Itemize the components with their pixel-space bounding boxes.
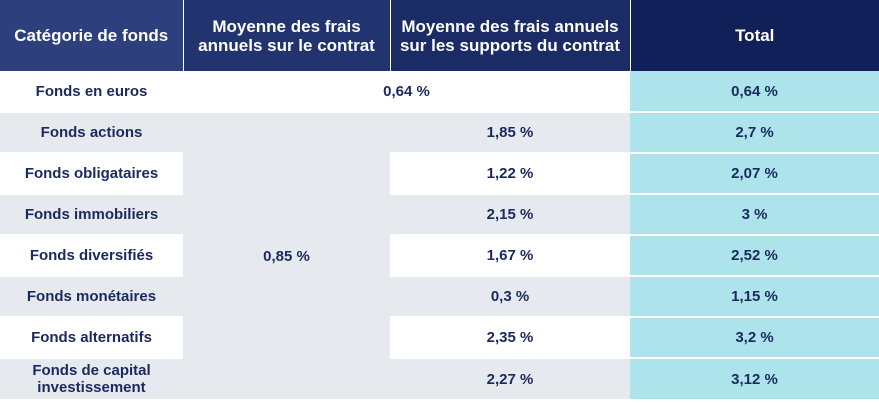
row-category: Fonds actions	[0, 111, 183, 153]
table-row: Fonds actions 0,85 % 1,85 % 2,7 %	[0, 111, 879, 399]
row-support-fee: 2,15 %	[390, 193, 630, 235]
row-support-fee: 1,22 %	[390, 152, 630, 194]
row-total: 2,52 %	[630, 234, 879, 276]
row-support-fee: 1,67 %	[390, 234, 630, 276]
contract-fee-merged: 0,85 %	[183, 111, 390, 399]
header-support-fees: Moyenne des frais annuels sur les suppor…	[390, 0, 631, 71]
table-row: Fonds diversifiés 1,67 % 2,52 %	[0, 234, 879, 276]
table-row: Fonds en euros 0,64 % 0,64 %	[0, 71, 879, 112]
row-total: 0,64 %	[630, 71, 879, 112]
row-total: 3 %	[630, 193, 879, 235]
row-total: 3,2 %	[630, 316, 879, 358]
euro-merged-fee: 0,64 %	[183, 71, 630, 112]
header-row: Catégorie de fonds Moyenne des frais ann…	[0, 0, 879, 71]
header-category: Catégorie de fonds	[0, 0, 184, 71]
row-category: Fonds immobiliers	[0, 193, 183, 235]
row-category: Fonds diversifiés	[0, 234, 183, 276]
table-row: Fonds monétaires 0,3 % 1,15 %	[0, 275, 879, 317]
row-category: Fonds de capital investissement	[0, 357, 183, 399]
row-total: 3,12 %	[630, 357, 879, 399]
table-row: Fonds obligataires 1,22 % 2,07 %	[0, 152, 879, 194]
row-total: 1,15 %	[630, 275, 879, 317]
row-category: Fonds alternatifs	[0, 316, 183, 358]
header-total: Total	[630, 0, 879, 71]
row-category: Fonds monétaires	[0, 275, 183, 317]
row-category: Fonds en euros	[0, 71, 183, 112]
row-support-fee: 1,85 %	[390, 111, 630, 153]
row-category: Fonds obligataires	[0, 152, 183, 194]
table-row: Fonds de capital investissement 2,27 % 3…	[0, 357, 879, 399]
row-support-fee: 2,27 %	[390, 357, 630, 399]
header-contract-fees: Moyenne des frais annuels sur le contrat	[183, 0, 391, 71]
table-row: Fonds alternatifs 2,35 % 3,2 %	[0, 316, 879, 358]
row-total: 2,7 %	[630, 111, 879, 153]
table-row: Fonds immobiliers 2,15 % 3 %	[0, 193, 879, 235]
row-total: 2,07 %	[630, 152, 879, 194]
row-support-fee: 2,35 %	[390, 316, 630, 358]
row-support-fee: 0,3 %	[390, 275, 630, 317]
